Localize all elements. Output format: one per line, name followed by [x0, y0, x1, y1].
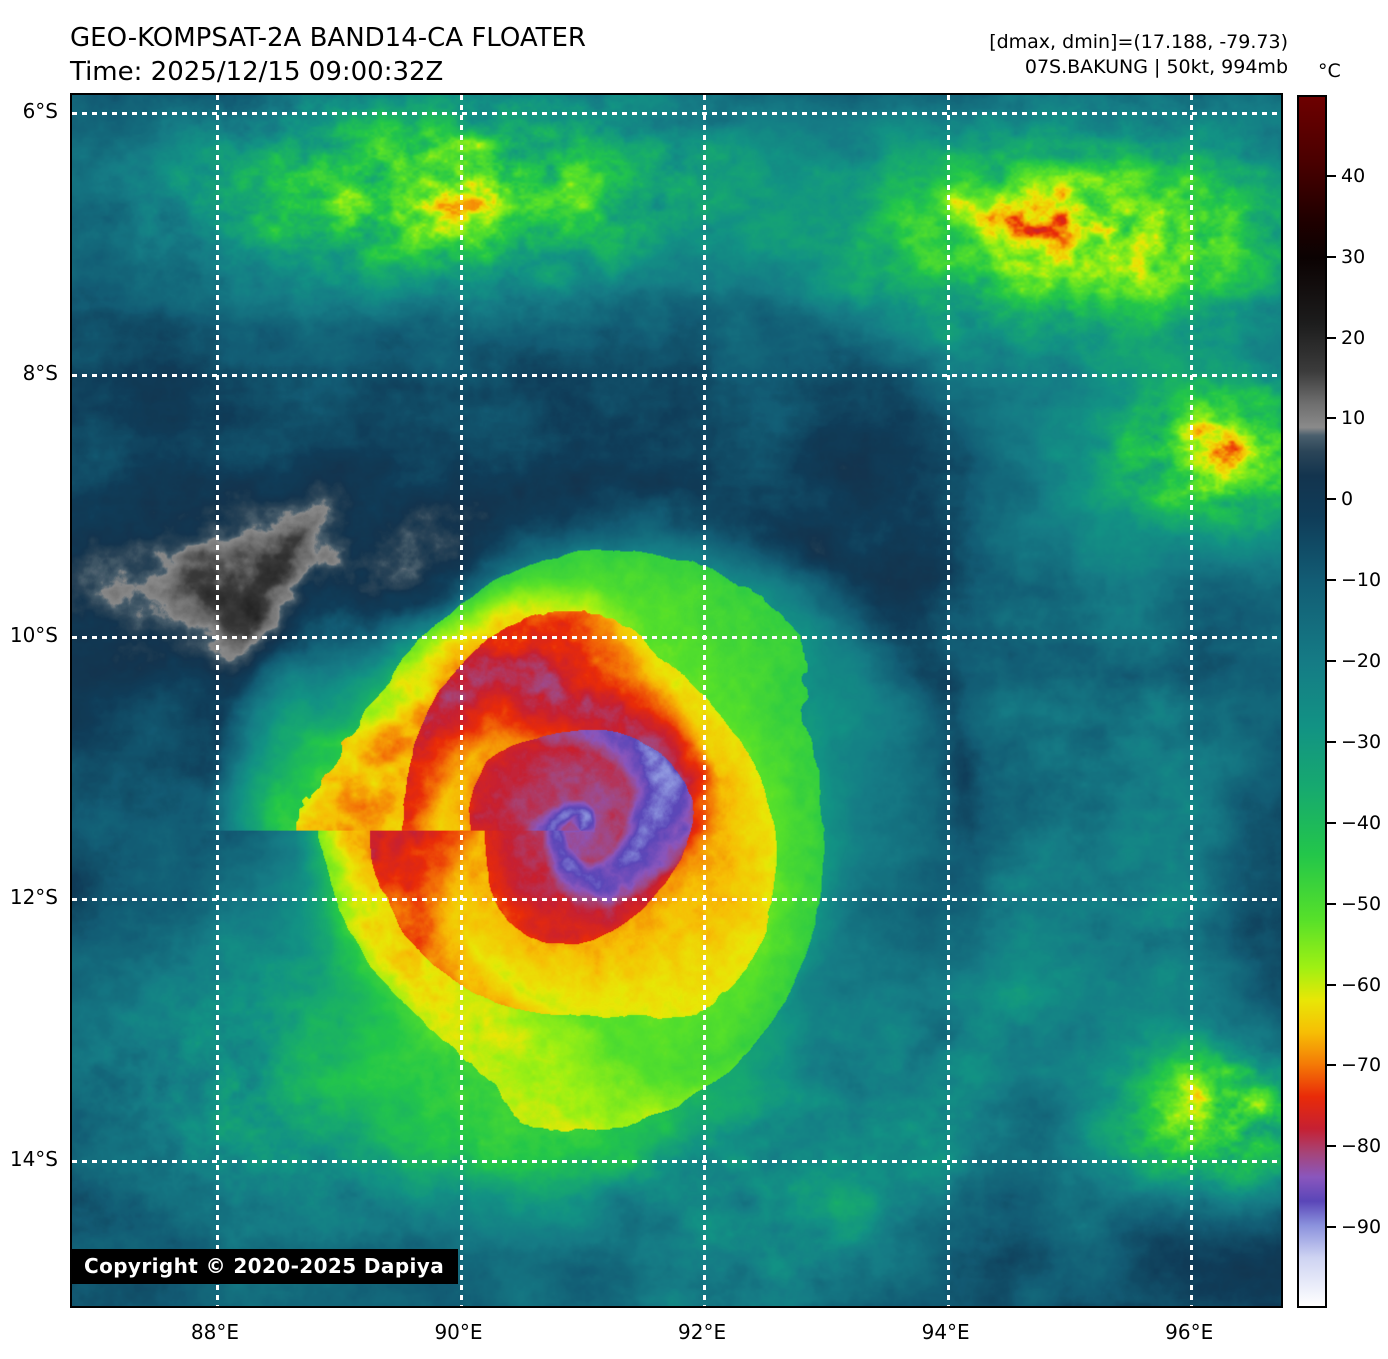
colorbar-tick-label: −60: [1341, 973, 1382, 996]
colorbar-tick: [1327, 498, 1336, 501]
y-tick-label: 12°S: [9, 884, 58, 909]
y-tick-label: 10°S: [9, 623, 58, 648]
colorbar-tick-label: −40: [1341, 811, 1382, 834]
x-tick-label: 90°E: [434, 1320, 483, 1344]
colorbar-tick-label: 0: [1341, 488, 1354, 511]
copyright-watermark: Copyright © 2020-2025 Dapiya: [72, 1249, 459, 1284]
colorbar-tick-label: −80: [1341, 1135, 1382, 1158]
colorbar-tick: [1327, 1226, 1336, 1229]
colorbar-tick-label: −30: [1341, 730, 1382, 753]
colorbar-tick: [1327, 1064, 1336, 1067]
colorbar[interactable]: 40 30 20 10 0 −10 −20 −30 −40 −50 −60 −70 −80 −90: [1297, 95, 1381, 1308]
y-tick-label: 6°S: [22, 99, 58, 124]
infrared-satellite-raster: [72, 95, 1281, 1306]
x-tick-label: 92°E: [678, 1320, 727, 1344]
storm-info-label: 07S.BAKUNG | 50kt, 994mb: [1024, 55, 1288, 78]
y-tick-label: 8°S: [22, 361, 58, 386]
timestamp-label: Time: 2025/12/15 09:00:32Z: [70, 56, 444, 87]
colorbar-tick-label: 40: [1341, 164, 1366, 187]
colorbar-tick-label: −50: [1341, 892, 1382, 915]
colorbar-gradient: [1299, 97, 1325, 1306]
annotation-block: [dmax, dmin]=(17.188, -79.73) 07S.BAKUNG…: [989, 30, 1288, 79]
colorbar-tick-label: −10: [1341, 569, 1382, 592]
colorbar-tick: [1327, 740, 1336, 743]
satellite-image-plot[interactable]: Copyright © 2020-2025 Dapiya: [70, 93, 1283, 1308]
x-tick-label: 94°E: [921, 1320, 970, 1344]
colorbar-tick: [1327, 983, 1336, 986]
colorbar-tick: [1327, 902, 1336, 905]
page-title: GEO-KOMPSAT-2A BAND14-CA FLOATER: [70, 23, 587, 53]
title-block: GEO-KOMPSAT-2A BAND14-CA FLOATER Time: 2…: [70, 22, 586, 90]
colorbar-tick: [1327, 1145, 1336, 1148]
colorbar-tick: [1327, 255, 1336, 258]
colorbar-tick: [1327, 174, 1336, 177]
x-tick-label: 96°E: [1165, 1320, 1214, 1344]
dmax-dmin-label: [dmax, dmin]=(17.188, -79.73): [989, 31, 1288, 53]
colorbar-tick: [1327, 579, 1336, 582]
colorbar-tick: [1327, 336, 1336, 339]
colorbar-tick-label: −20: [1341, 650, 1382, 673]
colorbar-tick-label: −90: [1341, 1216, 1382, 1239]
colorbar-tick-label: 30: [1341, 245, 1366, 268]
x-tick-label: 88°E: [190, 1320, 239, 1344]
colorbar-tick-label: 10: [1341, 407, 1366, 430]
colorbar-tick: [1327, 417, 1336, 420]
colorbar-unit-label: °C: [1318, 60, 1341, 82]
colorbar-track: [1297, 95, 1327, 1308]
colorbar-tick-label: −70: [1341, 1054, 1382, 1077]
y-tick-label: 14°S: [9, 1146, 58, 1171]
colorbar-tick: [1327, 821, 1336, 824]
colorbar-tick-label: 20: [1341, 326, 1366, 349]
colorbar-tick: [1327, 660, 1336, 663]
